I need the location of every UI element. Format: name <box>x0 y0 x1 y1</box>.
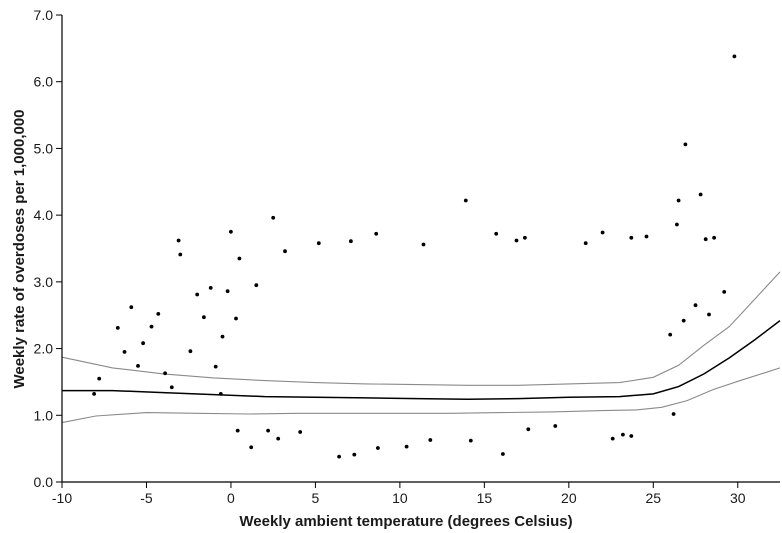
y-tick-label: 7.0 <box>34 7 54 23</box>
data-point <box>229 229 233 234</box>
data-point <box>629 235 634 240</box>
data-point <box>526 427 531 432</box>
data-point <box>337 454 341 459</box>
data-point <box>163 371 168 376</box>
data-point <box>298 430 303 434</box>
data-point <box>644 234 649 239</box>
y-tick-label: 4.0 <box>34 207 54 223</box>
data-point <box>621 432 625 437</box>
data-point <box>703 237 708 242</box>
data-point <box>316 241 321 246</box>
data-point <box>249 445 254 450</box>
data-point <box>276 436 281 441</box>
data-point <box>283 249 287 254</box>
data-point <box>202 315 206 320</box>
data-point <box>707 312 711 317</box>
y-tick-label: 2.0 <box>34 341 54 357</box>
x-tick-label: 25 <box>646 490 662 506</box>
ci-lower-line <box>61 367 781 424</box>
data-point <box>683 142 688 147</box>
y-tick-label: 6.0 <box>34 74 54 90</box>
data-point <box>237 256 242 261</box>
data-point <box>169 385 174 390</box>
x-tick-label: 10 <box>392 490 408 506</box>
data-point <box>122 350 127 354</box>
x-tick-label: 30 <box>730 490 746 506</box>
data-point <box>195 292 200 297</box>
data-point <box>428 438 433 442</box>
x-tick-label: 15 <box>477 490 493 506</box>
data-point <box>514 238 519 243</box>
data-point <box>693 303 698 308</box>
y-axis-title: Weekly rate of overdoses per 1,000,000 <box>11 109 28 388</box>
data-point <box>225 289 230 294</box>
y-tick-label: 5.0 <box>34 140 54 156</box>
data-point <box>349 239 353 244</box>
x-tick-label: -10 <box>52 490 72 506</box>
y-tick-label: 3.0 <box>34 274 54 290</box>
x-tick-label: 5 <box>312 490 320 506</box>
data-point <box>141 341 146 346</box>
data-point <box>92 392 96 396</box>
data-point <box>668 332 673 337</box>
x-tick-label: 0 <box>227 490 235 506</box>
data-point <box>681 318 686 323</box>
data-point <box>178 252 183 257</box>
data-point <box>188 349 193 354</box>
data-point <box>600 230 605 235</box>
data-point <box>266 428 270 433</box>
data-point <box>376 446 380 450</box>
data-point <box>156 312 161 316</box>
fit-line <box>62 320 781 401</box>
data-point <box>675 222 679 227</box>
data-point <box>732 54 737 59</box>
plot-marks <box>61 54 781 459</box>
x-axis-title: Weekly ambient temperature (degrees Cels… <box>239 513 572 530</box>
data-point <box>220 334 225 339</box>
data-point <box>208 286 213 290</box>
data-point <box>523 235 527 240</box>
axes: -10 -5 0 5 10 15 20 25 30 0.0 1.0 2.0 3.0 4.0 5.0 6.0 7.… <box>34 7 780 506</box>
data-point <box>468 438 473 443</box>
data-point <box>97 376 102 381</box>
data-point <box>213 364 218 369</box>
data-point <box>698 192 703 197</box>
y-tick-label: 1.0 <box>34 407 54 423</box>
data-point <box>676 198 681 203</box>
data-point <box>149 324 154 329</box>
data-point <box>115 326 120 330</box>
data-point <box>129 305 134 310</box>
ci-upper-line <box>61 271 781 386</box>
data-point <box>421 242 426 247</box>
data-point <box>176 238 181 243</box>
data-point <box>463 198 468 203</box>
data-point <box>352 452 357 457</box>
data-point <box>712 235 716 240</box>
x-tick-label: 20 <box>561 490 577 506</box>
data-point <box>610 436 615 441</box>
data-point <box>234 316 238 321</box>
data-point <box>404 444 409 449</box>
data-point <box>629 434 634 438</box>
data-point <box>501 452 505 456</box>
data-point <box>254 283 259 288</box>
data-point <box>271 215 276 220</box>
data-point <box>671 412 676 416</box>
data-point <box>235 428 240 433</box>
data-point <box>374 231 379 236</box>
data-point <box>583 241 588 246</box>
data-point <box>136 364 140 368</box>
data-point <box>722 290 727 294</box>
data-point <box>553 424 558 428</box>
x-tick-label: -5 <box>140 490 153 506</box>
y-tick-label: 0.0 <box>34 474 54 490</box>
data-point <box>494 231 499 236</box>
